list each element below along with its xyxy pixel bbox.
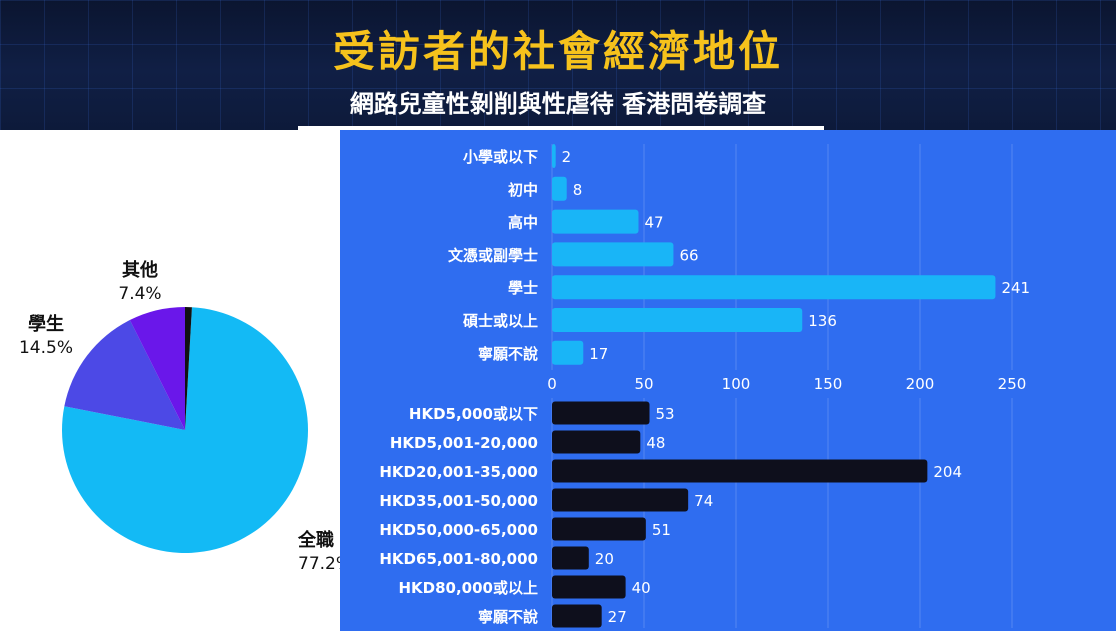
education-value-label: 17: [589, 345, 608, 363]
pie-slice-label: 其他: [122, 259, 158, 281]
page-subtitle: 網路兒童性剝削與性虐待 香港問卷調查: [349, 90, 767, 118]
pie-slice-percent: 77.2%: [298, 554, 340, 574]
income-value-label: 74: [694, 492, 713, 510]
income-bar: [552, 401, 650, 425]
education-category-label: 學士: [508, 279, 538, 297]
income-bar: [552, 459, 928, 483]
income-category-label: HKD65,001-80,000: [379, 550, 538, 568]
education-value-label: 8: [573, 181, 583, 199]
income-category-label: HKD35,001-50,000: [379, 492, 538, 510]
bar-charts-panel: 小學或以下 2 初中 8 高中 47 文憑或副學士 66 學士 241 碩士或以上 136 寧願不說 17…: [340, 130, 1116, 631]
education-category-label: 小學或以下: [463, 148, 538, 166]
education-bar: [552, 275, 996, 300]
education-bar: [552, 340, 584, 365]
income-bar: [552, 488, 689, 512]
income-value-label: 53: [656, 405, 675, 423]
education-bar: [552, 144, 556, 168]
x-tick-label: 0: [547, 375, 557, 393]
education-value-label: 241: [1001, 279, 1030, 297]
education-category-label: 高中: [508, 214, 538, 232]
education-value-label: 66: [679, 246, 698, 264]
pie-slice-label: 學生: [28, 313, 64, 335]
pie-slice-label: 全職: [297, 529, 334, 551]
pie-slice: [64, 320, 185, 430]
header-banner: 受訪者的社會經濟地位 網路兒童性剝削與性虐待 香港問卷調查: [0, 0, 1116, 130]
income-value-label: 40: [632, 579, 651, 597]
income-category-label: 寧願不說: [478, 608, 538, 626]
income-value-label: 51: [652, 521, 671, 539]
education-value-label: 136: [808, 312, 837, 330]
income-value-label: 27: [608, 608, 627, 626]
x-tick-label: 50: [634, 375, 653, 393]
income-value-label: 48: [646, 434, 665, 452]
education-bar: [552, 242, 674, 267]
occupation-pie-chart: 全職 77.2% 學生 14.5% 其他 7.4%: [19, 259, 340, 574]
x-tick-label: 150: [814, 375, 843, 393]
education-bar: [552, 209, 639, 234]
income-bar: [552, 430, 641, 454]
education-category-label: 寧願不說: [478, 345, 538, 363]
income-value-label: 20: [595, 550, 614, 568]
education-value-label: 47: [644, 214, 663, 232]
pie-slice: [129, 307, 185, 430]
pie-slice-percent: 14.5%: [19, 338, 73, 358]
education-category-label: 文憑或副學士: [448, 246, 538, 264]
education-category-label: 碩士或以上: [462, 312, 538, 330]
income-bar: [552, 604, 602, 628]
income-category-label: HKD5,001-20,000: [390, 434, 538, 452]
income-category-label: HKD50,000-65,000: [379, 521, 538, 539]
education-bar: [552, 176, 567, 201]
income-bar: [552, 517, 646, 541]
x-tick-label: 100: [722, 375, 751, 393]
income-category-label: HKD5,000或以下: [409, 405, 538, 423]
income-bar: [552, 575, 626, 599]
occupation-pie-panel: 全職 77.2% 學生 14.5% 其他 7.4%: [0, 130, 340, 631]
income-value-label: 204: [933, 463, 962, 481]
education-value-label: 2: [562, 148, 572, 166]
header-grid-pattern: [0, 0, 1116, 130]
income-category-label: HKD20,001-35,000: [379, 463, 538, 481]
pie-slice: [185, 307, 192, 430]
income-category-label: HKD80,000或以上: [398, 579, 538, 597]
x-tick-label: 250: [998, 375, 1027, 393]
subtitle-underline: [298, 126, 824, 130]
education-bar: [552, 308, 803, 332]
pie-slice: [62, 307, 309, 554]
page-title: 受訪者的社會經濟地位: [332, 27, 783, 76]
x-tick-label: 200: [906, 375, 935, 393]
education-category-label: 初中: [508, 181, 538, 199]
education-income-bar-charts: 小學或以下 2 初中 8 高中 47 文憑或副學士 66 學士 241 碩士或以上 136 寧願不說 17…: [379, 144, 1030, 628]
pie-slice-percent: 7.4%: [118, 284, 161, 304]
income-bar: [552, 546, 589, 570]
